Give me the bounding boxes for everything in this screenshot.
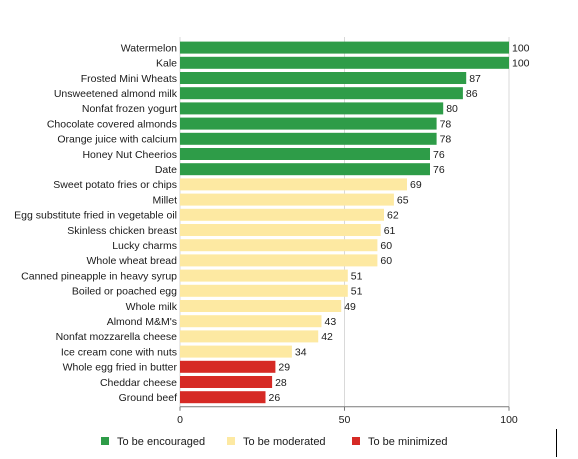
bar-11 xyxy=(180,208,384,221)
x-tick-label: 50 xyxy=(339,414,351,426)
value-label: 76 xyxy=(433,164,445,176)
bar-0 xyxy=(180,41,509,54)
value-label: 87 xyxy=(469,73,481,85)
bar-9 xyxy=(180,178,407,191)
x-tick-label: 100 xyxy=(500,414,518,426)
bar-13 xyxy=(180,239,378,252)
bar-19 xyxy=(180,330,319,343)
legend-label-moderated: To be moderated xyxy=(243,436,326,448)
legend-label-minimized: To be minimized xyxy=(368,436,447,448)
value-label: 86 xyxy=(466,88,478,100)
legend-swatch-minimized xyxy=(352,437,360,445)
value-label: 26 xyxy=(269,392,281,404)
value-label: 76 xyxy=(433,149,445,161)
category-label: Egg substitute fried in vegetable oil xyxy=(14,210,177,222)
bar-5 xyxy=(180,117,437,130)
category-label: Frosted Mini Wheats xyxy=(81,73,177,85)
value-label: 69 xyxy=(410,179,422,191)
category-labels: Watermelon Kale Frosted Mini Wheats Unsweet… xyxy=(14,42,178,404)
legend-swatch-moderated xyxy=(227,437,235,445)
category-label: Whole egg fried in butter xyxy=(63,362,178,374)
category-label: Chocolate covered almonds xyxy=(47,118,177,130)
bar-2 xyxy=(180,72,467,84)
bar-17 xyxy=(180,300,342,312)
bars xyxy=(180,41,509,404)
category-label: Canned pineapple in heavy syrup xyxy=(21,270,177,282)
category-label: Orange juice with calcium xyxy=(57,134,177,146)
value-label: 42 xyxy=(321,331,333,343)
category-label: Skinless chicken breast xyxy=(67,225,177,237)
bar-21 xyxy=(180,360,276,373)
category-label: Cheddar cheese xyxy=(100,377,177,389)
category-label: Millet xyxy=(152,194,177,206)
bar-14 xyxy=(180,254,378,267)
value-label: 80 xyxy=(446,103,458,115)
category-label: Whole wheat bread xyxy=(87,255,178,267)
bar-7 xyxy=(180,148,430,160)
category-label: Ice cream cone with nuts xyxy=(61,346,177,358)
category-label: Nonfat mozzarella cheese xyxy=(56,331,178,343)
category-label: Date xyxy=(155,164,177,176)
value-label: 43 xyxy=(325,316,337,328)
value-label: 78 xyxy=(440,118,452,130)
value-label: 100 xyxy=(512,58,530,70)
x-axis: 0 50 100 xyxy=(177,406,518,426)
bar-10 xyxy=(180,193,394,206)
value-label: 60 xyxy=(380,255,392,267)
value-label: 51 xyxy=(351,270,363,282)
category-label: Lucky charms xyxy=(112,240,177,252)
edge-marker xyxy=(556,429,557,457)
bar-4 xyxy=(180,102,444,115)
category-label: Whole milk xyxy=(126,301,178,313)
bar-18 xyxy=(180,315,322,328)
category-label: Nonfat frozen yogurt xyxy=(82,103,177,115)
category-label: Sweet potato fries or chips xyxy=(53,179,177,191)
value-label: 29 xyxy=(278,362,290,374)
category-label: Almond M&M's xyxy=(107,316,177,328)
value-label: 49 xyxy=(344,301,356,313)
bar-12 xyxy=(180,224,381,236)
bar-8 xyxy=(180,163,430,176)
value-label: 100 xyxy=(512,42,530,54)
value-label: 60 xyxy=(380,240,392,252)
value-label: 78 xyxy=(440,134,452,146)
value-label: 61 xyxy=(384,225,396,237)
bar-16 xyxy=(180,284,348,297)
category-label: Boiled or poached egg xyxy=(72,286,177,298)
bar-20 xyxy=(180,345,292,358)
category-label: Watermelon xyxy=(121,42,177,54)
value-label: 65 xyxy=(397,194,409,206)
bar-3 xyxy=(180,87,463,100)
x-tick-label: 0 xyxy=(177,414,183,426)
category-label: Unsweetened almond milk xyxy=(54,88,178,100)
category-label: Honey Nut Cheerios xyxy=(82,149,177,161)
category-label: Kale xyxy=(156,58,177,70)
category-label: Ground beef xyxy=(119,392,177,404)
value-label: 34 xyxy=(295,346,307,358)
bar-15 xyxy=(180,269,348,282)
bar-6 xyxy=(180,132,437,145)
legend: To be encouraged To be moderated To be min… xyxy=(101,436,447,448)
bar-22 xyxy=(180,376,273,388)
bar-1 xyxy=(180,56,509,69)
value-label: 62 xyxy=(387,210,399,222)
bar-23 xyxy=(180,391,266,404)
value-label: 28 xyxy=(275,377,287,389)
legend-swatch-encouraged xyxy=(101,437,109,445)
legend-label-encouraged: To be encouraged xyxy=(117,436,205,448)
value-label: 51 xyxy=(351,286,363,298)
